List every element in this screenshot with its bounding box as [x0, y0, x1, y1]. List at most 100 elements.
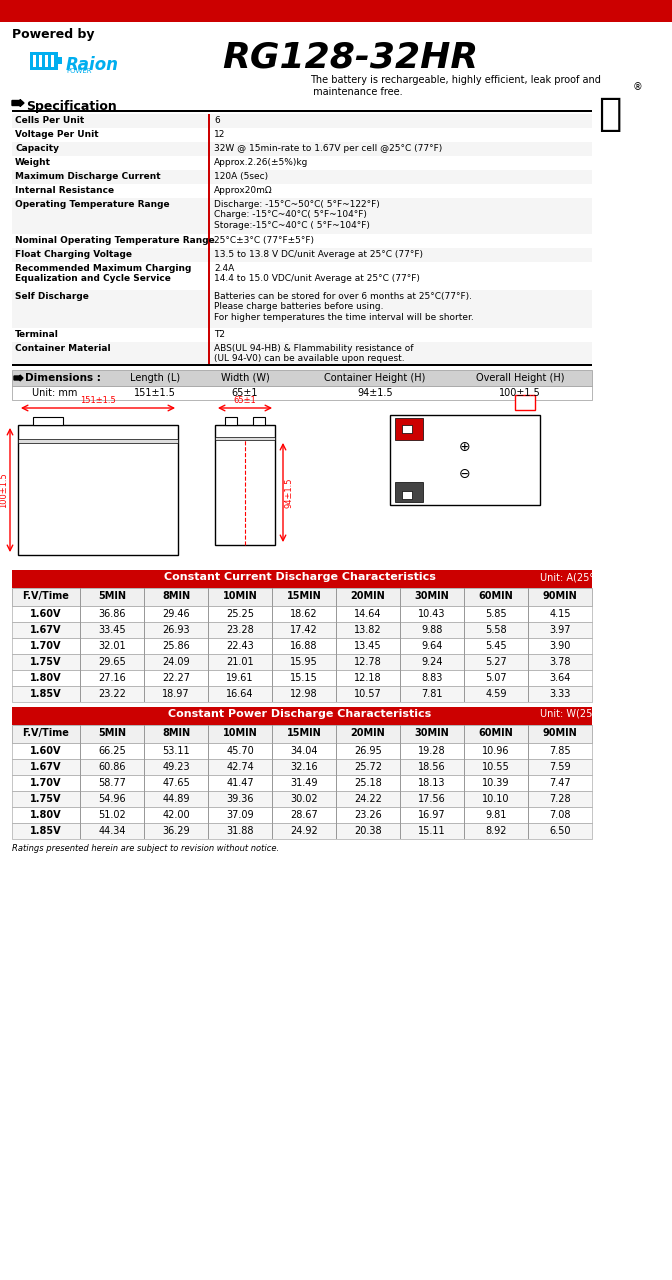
Text: Unit: W(25°C,77°F): Unit: W(25°C,77°F): [540, 709, 634, 719]
Text: 29.65: 29.65: [98, 657, 126, 667]
Text: 23.22: 23.22: [98, 689, 126, 699]
Text: 15MIN: 15MIN: [287, 728, 321, 739]
Text: 30.02: 30.02: [290, 794, 318, 804]
Bar: [58, 58, 62, 64]
Bar: [12, 170, 592, 184]
Text: T2: T2: [214, 330, 225, 339]
Text: 6: 6: [214, 116, 220, 125]
Text: Operating Temperature Range: Operating Temperature Range: [15, 200, 169, 209]
Text: 16.97: 16.97: [418, 810, 446, 820]
Text: 53.11: 53.11: [162, 746, 190, 756]
Text: 10.10: 10.10: [482, 794, 510, 804]
Text: 5.85: 5.85: [485, 609, 507, 620]
Bar: [12, 234, 592, 248]
Text: Float Charging Voltage: Float Charging Voltage: [15, 250, 132, 259]
Bar: [18, 425, 178, 556]
Text: 7.81: 7.81: [421, 689, 443, 699]
Bar: [215, 425, 275, 545]
Text: 28.67: 28.67: [290, 810, 318, 820]
Text: 8MIN: 8MIN: [162, 728, 190, 739]
Bar: [12, 570, 592, 588]
Text: 58.77: 58.77: [98, 778, 126, 788]
Bar: [208, 114, 210, 128]
Text: 5.07: 5.07: [485, 673, 507, 684]
Text: 1.75V: 1.75V: [30, 657, 62, 667]
Text: 18.13: 18.13: [418, 778, 446, 788]
Text: 31.49: 31.49: [290, 778, 318, 788]
Text: 8.92: 8.92: [485, 826, 507, 836]
Text: 1.80V: 1.80V: [30, 810, 62, 820]
Bar: [390, 415, 540, 506]
Bar: [395, 419, 423, 440]
Text: Recommended Maximum Charging
Equalization and Cycle Service: Recommended Maximum Charging Equalizatio…: [15, 264, 192, 283]
Bar: [208, 142, 210, 156]
Text: 66.25: 66.25: [98, 746, 126, 756]
Bar: [12, 686, 592, 701]
Text: Ⓛ: Ⓛ: [598, 95, 622, 133]
Bar: [0, 0, 672, 22]
Text: 49.23: 49.23: [162, 762, 190, 772]
Text: 29.46: 29.46: [162, 609, 190, 620]
Text: Unit: A(25°C,77°F): Unit: A(25°C,77°F): [540, 572, 630, 582]
Bar: [51, 55, 54, 67]
Text: 3.78: 3.78: [549, 657, 571, 667]
Text: Weight: Weight: [15, 157, 51, 166]
Text: 5.58: 5.58: [485, 625, 507, 635]
Text: Constant Power Discharge Characteristics: Constant Power Discharge Characteristics: [169, 709, 431, 719]
Text: 8.83: 8.83: [421, 673, 443, 684]
Text: 60MIN: 60MIN: [478, 591, 513, 602]
Text: 26.95: 26.95: [354, 746, 382, 756]
Bar: [12, 142, 592, 156]
Bar: [395, 483, 423, 502]
Text: 16.88: 16.88: [290, 641, 318, 652]
Bar: [12, 774, 592, 791]
Text: 60MIN: 60MIN: [478, 728, 513, 739]
Bar: [45, 55, 48, 67]
Bar: [12, 184, 592, 198]
Text: POWER: POWER: [66, 68, 91, 74]
Text: 39.36: 39.36: [226, 794, 254, 804]
Text: 12.78: 12.78: [354, 657, 382, 667]
Text: 3.33: 3.33: [549, 689, 571, 699]
Bar: [208, 328, 210, 342]
Bar: [225, 417, 237, 425]
Text: 25.72: 25.72: [354, 762, 382, 772]
Bar: [208, 291, 210, 328]
Text: 42.00: 42.00: [162, 810, 190, 820]
FancyArrow shape: [14, 375, 23, 381]
Text: 1.85V: 1.85V: [30, 689, 62, 699]
Text: 100±1.5: 100±1.5: [499, 388, 541, 398]
Text: Width (W): Width (W): [220, 372, 269, 383]
Text: 17.56: 17.56: [418, 794, 446, 804]
Text: 15.11: 15.11: [418, 826, 446, 836]
Bar: [18, 439, 178, 443]
Text: 94±1.5: 94±1.5: [285, 477, 294, 508]
Text: 7.08: 7.08: [549, 810, 571, 820]
Bar: [208, 156, 210, 170]
Text: 65±1: 65±1: [234, 396, 257, 404]
Text: 24.22: 24.22: [354, 794, 382, 804]
Bar: [12, 588, 592, 605]
Text: 7.47: 7.47: [549, 778, 571, 788]
Text: 7.28: 7.28: [549, 794, 571, 804]
Text: Maximum Discharge Current: Maximum Discharge Current: [15, 172, 161, 180]
Text: ⊖: ⊖: [459, 466, 471, 480]
Bar: [253, 417, 265, 425]
Text: 13.45: 13.45: [354, 641, 382, 652]
Text: 1.67V: 1.67V: [30, 762, 62, 772]
Bar: [12, 156, 592, 170]
Bar: [33, 417, 63, 425]
Text: 1.70V: 1.70V: [30, 778, 62, 788]
Text: 31.88: 31.88: [226, 826, 254, 836]
Text: 14.64: 14.64: [354, 609, 382, 620]
Bar: [12, 248, 592, 262]
Text: Self Discharge: Self Discharge: [15, 292, 89, 301]
Bar: [33, 55, 36, 67]
Bar: [12, 291, 592, 328]
Bar: [12, 622, 592, 637]
Text: RG128-32HR: RG128-32HR: [222, 40, 478, 74]
Text: 6.50: 6.50: [549, 826, 571, 836]
Text: Container Material: Container Material: [15, 344, 111, 353]
Text: Discharge: -15°C~50°C( 5°F~122°F)
Charge: -15°C~40°C( 5°F~104°F)
Storage:-15°C~4: Discharge: -15°C~50°C( 5°F~122°F) Charge…: [214, 200, 380, 230]
Text: 18.97: 18.97: [162, 689, 190, 699]
